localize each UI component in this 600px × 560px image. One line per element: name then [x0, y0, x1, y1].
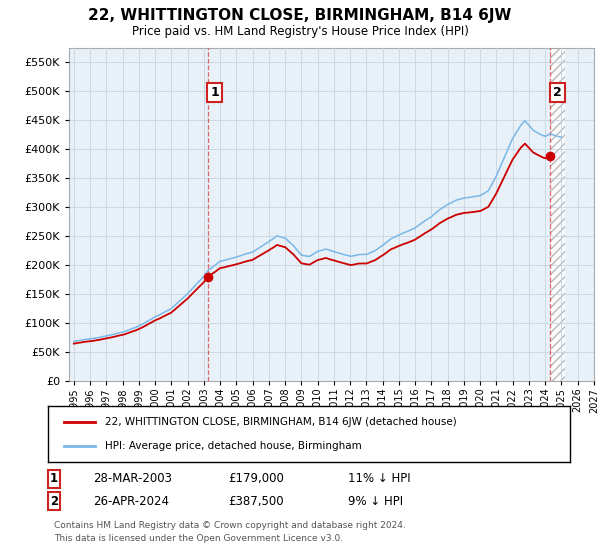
- Text: 1: 1: [50, 472, 58, 486]
- Text: 22, WHITTINGTON CLOSE, BIRMINGHAM, B14 6JW: 22, WHITTINGTON CLOSE, BIRMINGHAM, B14 6…: [88, 8, 512, 24]
- Text: Price paid vs. HM Land Registry's House Price Index (HPI): Price paid vs. HM Land Registry's House …: [131, 25, 469, 38]
- Text: 26-APR-2024: 26-APR-2024: [93, 494, 169, 508]
- Text: 22, WHITTINGTON CLOSE, BIRMINGHAM, B14 6JW (detached house): 22, WHITTINGTON CLOSE, BIRMINGHAM, B14 6…: [106, 417, 457, 427]
- Text: 1: 1: [210, 86, 219, 99]
- Text: 11% ↓ HPI: 11% ↓ HPI: [348, 472, 410, 486]
- Text: 28-MAR-2003: 28-MAR-2003: [93, 472, 172, 486]
- Text: 9% ↓ HPI: 9% ↓ HPI: [348, 494, 403, 508]
- Text: £179,000: £179,000: [228, 472, 284, 486]
- Text: 2: 2: [553, 86, 562, 99]
- Text: £387,500: £387,500: [228, 494, 284, 508]
- Bar: [550, 48, 565, 381]
- Text: This data is licensed under the Open Government Licence v3.0.: This data is licensed under the Open Gov…: [54, 534, 343, 543]
- Text: 2: 2: [50, 494, 58, 508]
- Text: HPI: Average price, detached house, Birmingham: HPI: Average price, detached house, Birm…: [106, 441, 362, 451]
- Text: Contains HM Land Registry data © Crown copyright and database right 2024.: Contains HM Land Registry data © Crown c…: [54, 521, 406, 530]
